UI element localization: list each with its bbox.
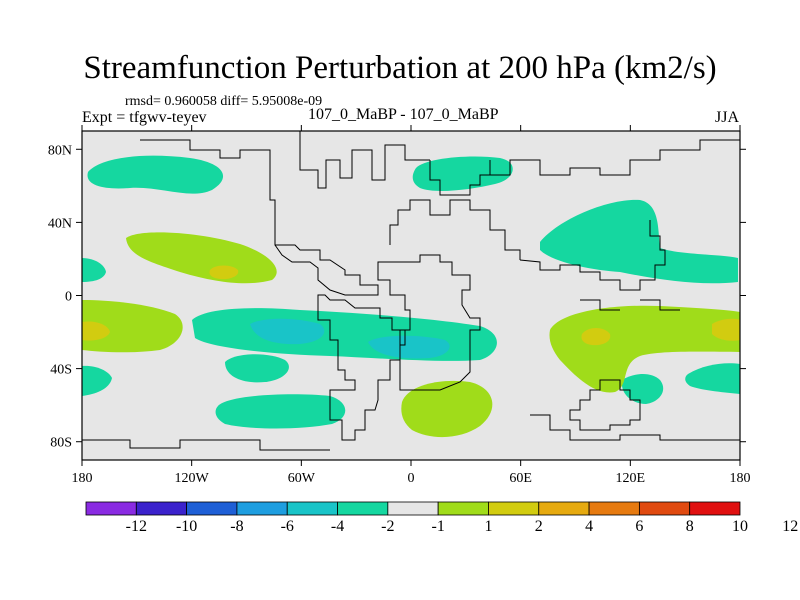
colorbar-swatch [638, 501, 691, 516]
lat-tick-label: 80S [50, 436, 72, 451]
stats-text: rmsd= 0.960058 diff= 5.95008e-09 [125, 94, 323, 109]
contour-pos2-d [712, 318, 740, 341]
colorbar-label: -8 [230, 518, 243, 535]
coastline-greenland [429, 160, 491, 196]
contour-neg-sw-pacific [82, 365, 112, 396]
lat-axis: 80N 40N 0 40S 80S [48, 143, 746, 451]
lat-tick-label: 40N [48, 216, 72, 231]
contour-pos2-b [82, 321, 110, 341]
contour-neg-asia [540, 199, 738, 284]
coastline-australia [569, 379, 641, 431]
coastline-antarctica [82, 414, 740, 451]
colorbar-label: 6 [635, 518, 643, 535]
coastline-indonesia [580, 299, 680, 311]
colorbar-swatch [538, 501, 590, 516]
colorbar-label: 1 [484, 518, 492, 535]
contour-pos-indian [549, 305, 740, 393]
contour-neg-arctic [412, 156, 513, 191]
colorbar-label: -1 [431, 518, 444, 535]
coastline-arctic-islands [299, 131, 430, 189]
contour-pos-west-tropics [82, 300, 183, 353]
colorbar-label: 10 [732, 518, 748, 535]
season-label: JJA [715, 109, 740, 126]
colorbar-label: 2 [535, 518, 543, 535]
colorbar-swatch [488, 501, 540, 516]
plot-title: Streamfunction Perturbation at 200 hPa (… [83, 50, 717, 86]
lon-tick-label: 180 [72, 471, 93, 486]
colorbar-label: 8 [686, 518, 694, 535]
colorbar-label: -12 [126, 518, 147, 535]
colorbar-swatch [286, 501, 338, 516]
contour-neg4-a [250, 318, 325, 345]
colorbar-swatch [387, 501, 439, 516]
coastline-north-america [140, 139, 379, 296]
colorbar-label: 12 [782, 518, 798, 535]
lat-tick-label: 40S [50, 363, 72, 378]
coastline-south-america [317, 294, 406, 441]
coastline-asia [490, 139, 740, 291]
contour-neg-indian-south [621, 374, 664, 404]
colorbar-swatch [186, 501, 238, 516]
coastline-europe [389, 199, 521, 260]
lon-tick-label: 180 [730, 471, 751, 486]
contour-neg4-b [368, 335, 450, 359]
lat-tick-label: 0 [65, 290, 72, 305]
lon-tick-label: 120E [616, 471, 646, 486]
colorbar-swatch [588, 501, 640, 516]
colorbar-label: -2 [381, 518, 394, 535]
contour-neg-nh-pacific [87, 155, 224, 194]
contour-pos2-a [209, 265, 239, 280]
colorbar-swatch [85, 501, 137, 516]
colorbar-label: -6 [281, 518, 294, 535]
colorbar-label: -4 [331, 518, 344, 535]
lat-tick-label: 80N [48, 143, 72, 158]
contour-pos2-c [581, 328, 611, 346]
experiment-label: Expt = tfgwv-teyev [82, 109, 207, 126]
colorbar-swatch [337, 501, 389, 516]
colorbar-label: -10 [176, 518, 197, 535]
lon-axis: 180 120W 60W 0 60E 120E 180 [72, 125, 751, 486]
colorbar-swatch [135, 501, 188, 516]
contour-neg-south-pacific [225, 354, 289, 383]
contour-fills [82, 131, 740, 451]
lon-tick-label: 120W [175, 471, 210, 486]
runs-label: 107_0_MaBP - 107_0_MaBP [308, 106, 499, 123]
lon-tick-label: 60E [509, 471, 532, 486]
coastline-africa [377, 254, 481, 391]
contour-pos-south-atlantic [401, 380, 493, 438]
contour-pos-north-pacific [126, 232, 277, 284]
lon-tick-label: 60W [288, 471, 316, 486]
contour-neg-southern-ocean [215, 394, 346, 429]
colorbar-swatch [689, 501, 741, 516]
lon-tick-label: 0 [408, 471, 415, 486]
colorbar-label: 4 [585, 518, 593, 535]
contour-neg-se-pacific [685, 363, 740, 394]
colorbar-swatch [437, 501, 489, 516]
colorbar-swatch [236, 501, 288, 516]
colorbar: -12 -10 -8 -6 -4 -2 -1 1 2 4 6 8 10 12 [85, 501, 798, 535]
contour-neg-west-edge [82, 258, 106, 282]
